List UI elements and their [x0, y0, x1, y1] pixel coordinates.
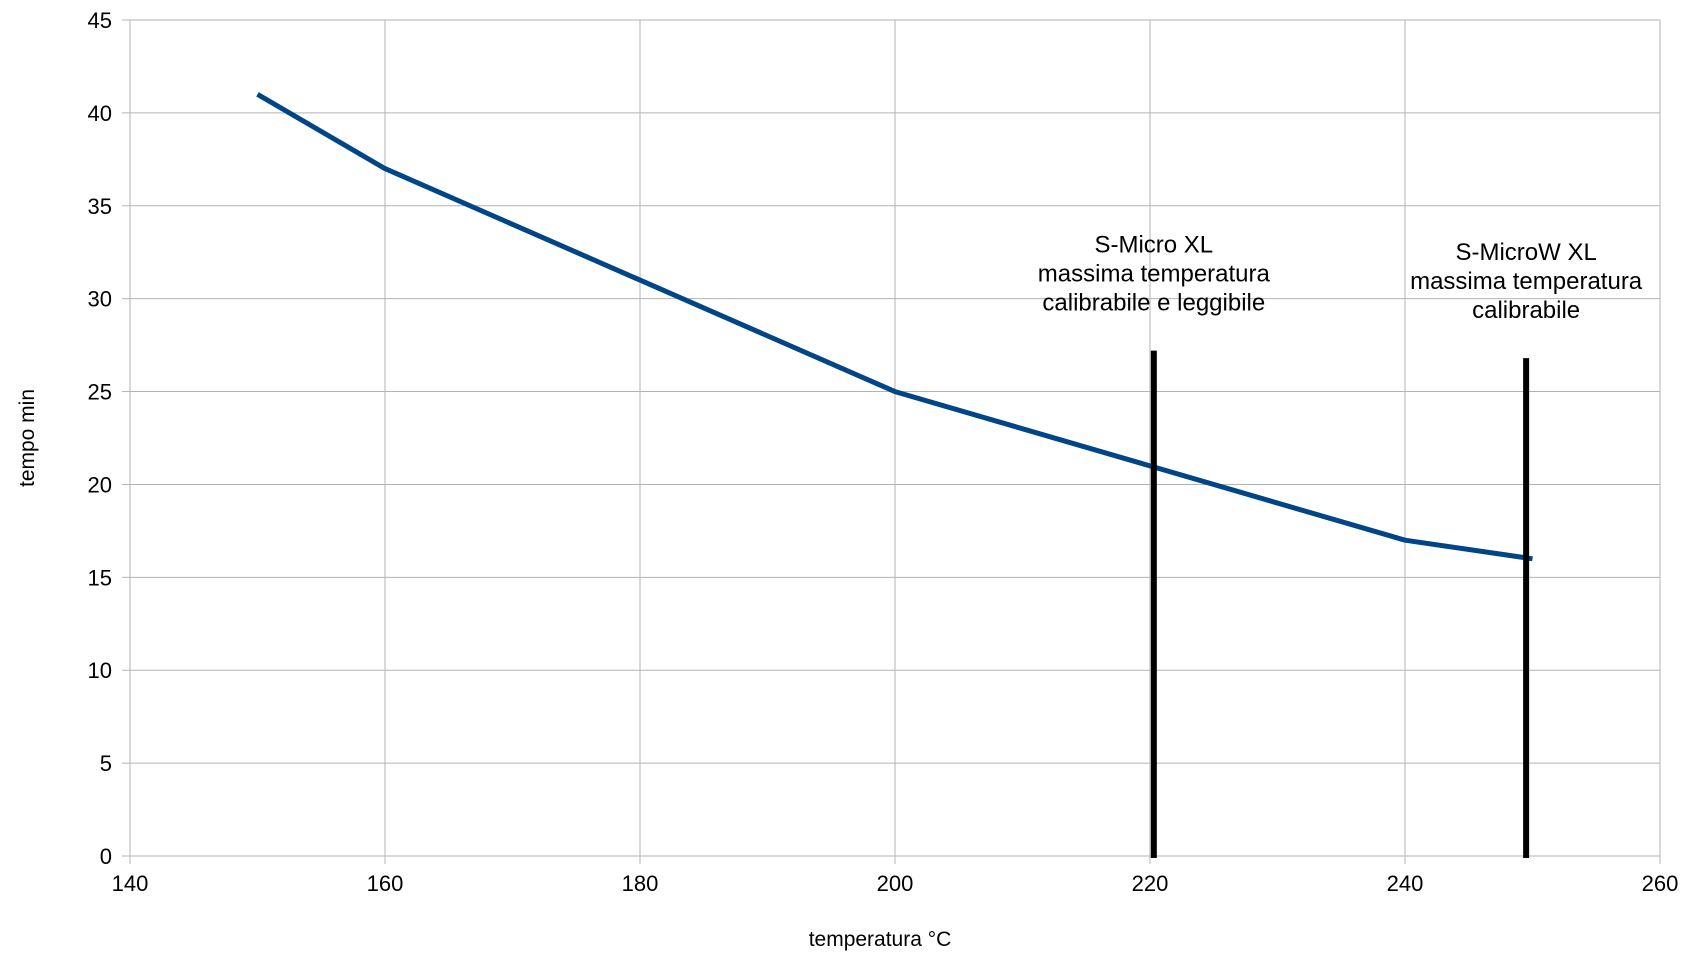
- y-tick-label: 45: [88, 8, 112, 33]
- y-tick-label: 20: [88, 472, 112, 497]
- marker-annotation-line: calibrabile: [1472, 297, 1580, 324]
- axes: [122, 19, 1661, 864]
- y-tick-label: 0: [100, 844, 112, 869]
- marker-annotation-line: calibrabile e leggibile: [1042, 290, 1265, 317]
- x-tick-label: 200: [877, 871, 914, 896]
- marker-annotation-line: S-Micro XL: [1094, 232, 1213, 259]
- x-tick-label: 160: [367, 871, 404, 896]
- y-tick-label: 25: [88, 380, 112, 405]
- x-tick-label: 220: [1132, 871, 1169, 896]
- series-line: [256, 92, 1533, 562]
- y-tick-label: 40: [88, 101, 112, 126]
- tick-labels: 140 160 180 200 220 240 260 0 5 10 15 20 25 30 35 40 45: [88, 8, 1679, 896]
- x-tick-label: 260: [1642, 871, 1679, 896]
- x-axis-label: temperatura °C: [809, 928, 952, 951]
- marker-annotation-line: massima temperatura: [1410, 268, 1643, 295]
- x-tick-label: 240: [1387, 871, 1424, 896]
- marker-annotation-line: massima temperatura: [1038, 261, 1271, 288]
- x-tick-label: 140: [112, 871, 149, 896]
- y-tick-label: 15: [88, 565, 112, 590]
- y-tick-label: 35: [88, 194, 112, 219]
- y-tick-label: 5: [100, 751, 112, 776]
- y-tick-label: 10: [88, 658, 112, 683]
- y-axis-label: tempo min: [16, 389, 39, 487]
- gridlines: [130, 19, 1661, 856]
- series-layer: [256, 92, 1533, 562]
- x-tick-label: 180: [622, 871, 659, 896]
- y-tick-label: 30: [88, 287, 112, 312]
- marker-annotation-line: S-MicroW XL: [1455, 239, 1596, 266]
